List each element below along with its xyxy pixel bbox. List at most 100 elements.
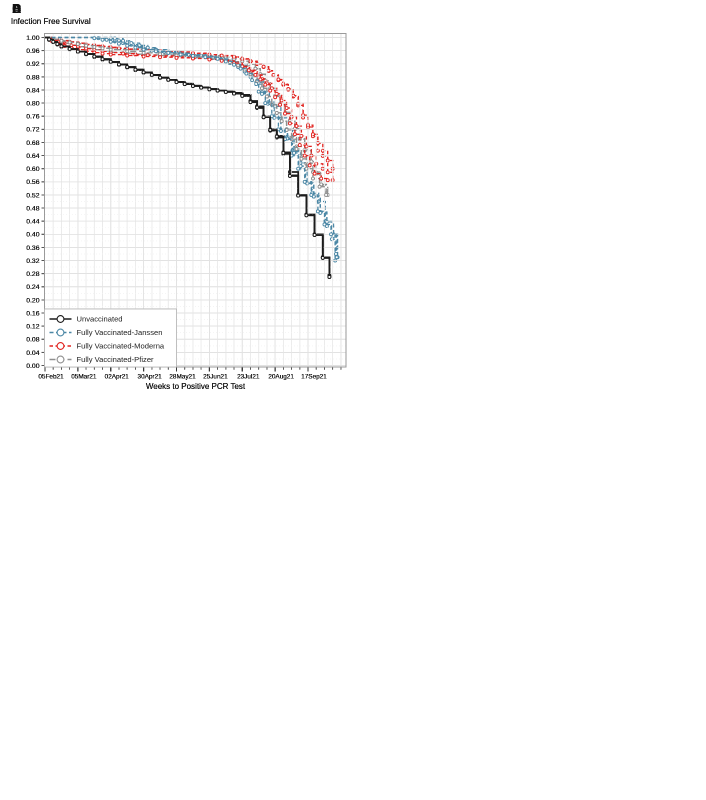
series-marker (320, 255, 325, 260)
x-tick-label: 30Apr21 (138, 374, 163, 381)
series-marker (274, 134, 279, 139)
y-tick-label: 0.48 (26, 205, 39, 212)
series-marker (312, 233, 317, 237)
series-marker (269, 114, 274, 119)
y-tick-label: 0.16 (26, 310, 39, 317)
y-tick-label: 0.28 (26, 271, 39, 278)
y-tick-label: 0.64 (26, 153, 39, 160)
y-tick-label: 0.84 (26, 87, 39, 94)
series-marker (75, 49, 80, 54)
y-tick-label: 0.04 (26, 350, 39, 357)
x-tick-label: 20Aug21 (268, 374, 294, 381)
y-tick-label: 0.80 (26, 101, 39, 108)
series-marker (121, 51, 126, 56)
y-tick-label: 0.88 (26, 74, 39, 81)
series-marker (215, 88, 220, 93)
series-marker (207, 87, 212, 92)
series-marker (292, 132, 297, 137)
x-tick-label: 05Feb21 (38, 374, 64, 381)
x-tick-label: 23Jul21 (237, 374, 260, 381)
y-tick-label: 0.04 (26, 350, 39, 357)
legend-label: Fully Vaccinated-Moderna (77, 342, 165, 351)
series-marker (108, 52, 113, 57)
x-tick-label: 25Jun21 (203, 374, 228, 381)
panel-d: D Infection Free Survival 0.00 0.04 0.08 0.… (0, 0, 353, 400)
y-tick-label: 0.60 (26, 166, 39, 173)
series-marker (141, 54, 146, 59)
y-tick-label: 0.60 (26, 166, 39, 173)
series-marker (319, 176, 324, 181)
y-tick-label: 0.48 (26, 205, 39, 212)
x-tick-label: 05Mar21 (71, 374, 97, 381)
series-marker (334, 252, 338, 256)
series-marker (84, 43, 89, 48)
y-tick-label: 0.24 (26, 284, 39, 291)
series-marker (133, 67, 138, 72)
y-tick-label: 0.60 (26, 166, 39, 173)
y-tick-label: 0.40 (26, 232, 39, 239)
y-tick-label: 0.08 (26, 337, 39, 344)
series-marker (310, 176, 315, 181)
series-marker (125, 53, 130, 58)
panel-a-title: Infection Free Survival (11, 17, 91, 26)
y-tick-label: 0.16 (26, 310, 39, 317)
y-tick-label: 0.68 (26, 140, 39, 147)
series-marker (59, 38, 64, 43)
y-tick-label: 0.20 (26, 297, 39, 304)
y-tick-label: 0.36 (26, 245, 39, 252)
series-marker (248, 100, 253, 105)
x-tick-label: 23Jul21 (237, 374, 260, 381)
series-marker (304, 213, 309, 218)
series-marker (281, 151, 286, 155)
series-marker (174, 80, 179, 85)
panel-b-letter: B (12, 1, 22, 16)
x-tick-label: 28May21 (169, 374, 196, 381)
y-tick-label: 0.68 (26, 140, 39, 147)
series-marker (154, 49, 158, 54)
y-tick-label: 0.60 (26, 166, 39, 173)
y-tick-label: 0.12 (26, 324, 39, 331)
series-marker (133, 45, 138, 50)
x-tick-label: 20Aug21 (268, 374, 294, 381)
series-marker (274, 110, 279, 115)
series-marker (287, 173, 292, 178)
y-tick-label: 0.56 (26, 179, 39, 186)
series-marker (327, 274, 332, 279)
series-marker (75, 42, 80, 47)
panel-c-xaxis-title: Weeks to Positive PCR Test (145, 382, 246, 391)
x-tick-label: 05Feb21 (38, 374, 64, 381)
y-tick-label: 0.76 (26, 114, 39, 121)
series-marker (294, 147, 299, 151)
panel-a-xaxis-title: Weeks to Positive PCR Test (145, 382, 246, 391)
series-marker (260, 86, 264, 91)
series-marker (84, 51, 89, 56)
series-marker (246, 68, 251, 73)
y-tick-label: 0.92 (26, 61, 39, 68)
y-tick-label: 0.24 (26, 284, 39, 291)
series-marker (125, 49, 130, 54)
y-tick-label: 0.64 (26, 153, 39, 160)
series-marker (223, 89, 228, 94)
x-tick-label: 28May21 (169, 374, 196, 381)
y-tick-label: 0.96 (26, 48, 39, 55)
x-tick-label: 23Jul21 (237, 374, 260, 381)
x-tick-label: 05Mar21 (71, 374, 97, 381)
series-marker (100, 46, 105, 51)
series-marker (100, 51, 105, 56)
series-marker (325, 178, 330, 183)
x-tick-label: 25Jun21 (203, 374, 228, 381)
x-tick-label: 17Sep21 (301, 374, 327, 381)
series-marker (47, 37, 52, 42)
series-marker (260, 91, 264, 96)
series-marker (207, 57, 212, 62)
series-marker (219, 53, 224, 58)
y-tick-label: 0.88 (26, 74, 39, 81)
y-tick-label: 0.28 (26, 271, 39, 278)
y-tick-label: 0.00 (26, 363, 39, 370)
series-marker (268, 88, 273, 93)
y-tick-label: 0.20 (26, 297, 39, 304)
y-tick-label: 0.36 (26, 245, 39, 252)
y-tick-label: 0.12 (26, 324, 39, 331)
y-tick-label: 1.00 (26, 35, 39, 42)
y-tick-label: 0.36 (26, 245, 39, 252)
